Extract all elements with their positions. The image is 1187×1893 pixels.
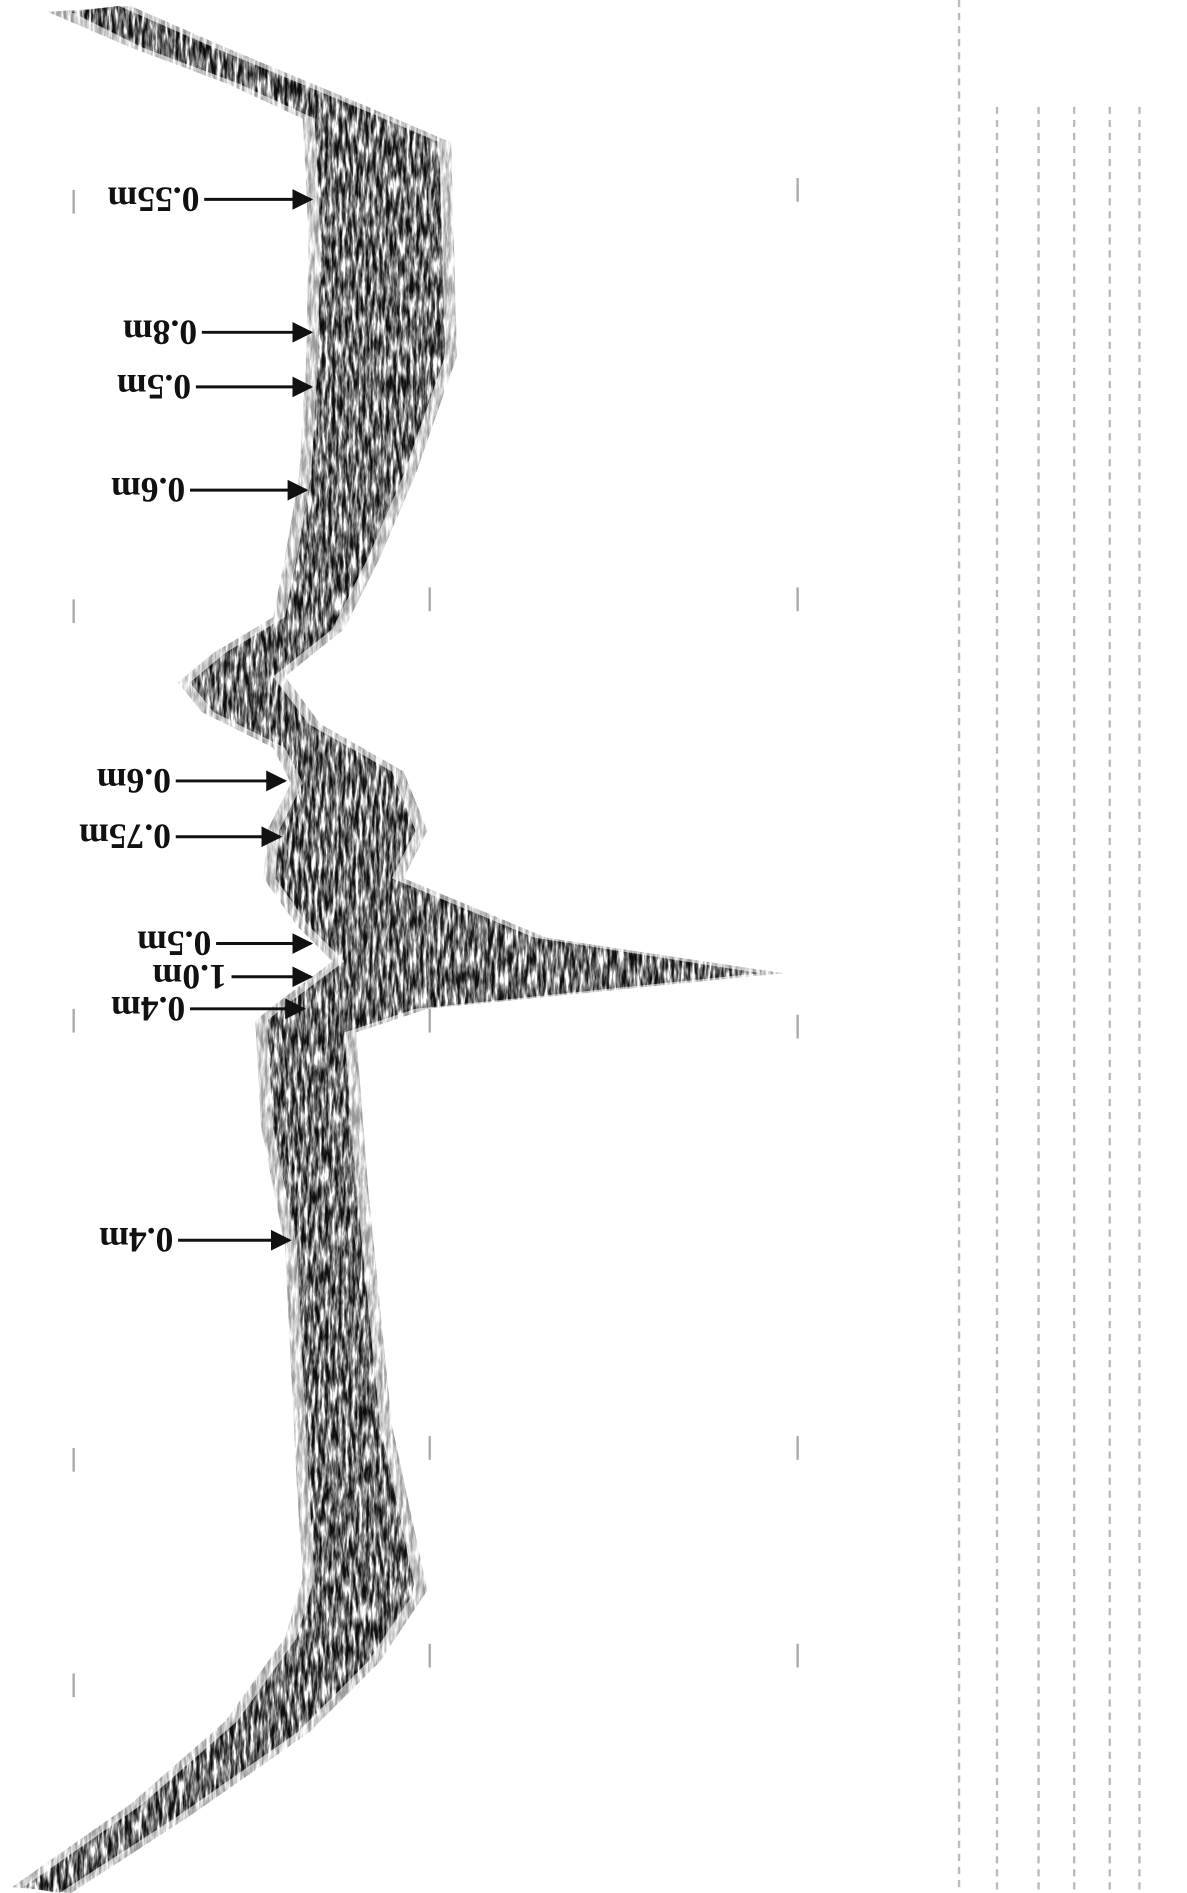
depth-label: 0.5m (137, 924, 211, 964)
depth-label: 0.6m (96, 761, 170, 801)
depth-label: 0.5m (117, 367, 191, 407)
range-marks (72, 178, 799, 1698)
depth-label: 0.4m (99, 1220, 173, 1260)
side-strip (957, 0, 1141, 1893)
depth-label: 0.4m (111, 989, 185, 1029)
depth-label: 0.8m (123, 312, 197, 352)
depth-label: 0.75m (79, 817, 171, 857)
depth-label: 0.6m (111, 470, 185, 510)
depth-label: 0.55m (107, 179, 199, 219)
echo-band (11, 5, 784, 1893)
annotations: 0.55m0.8m0.5m0.6m0.6m0.75m0.5m1.0m0.4m0.… (79, 179, 314, 1260)
depth-label: 1.0m (152, 957, 226, 997)
